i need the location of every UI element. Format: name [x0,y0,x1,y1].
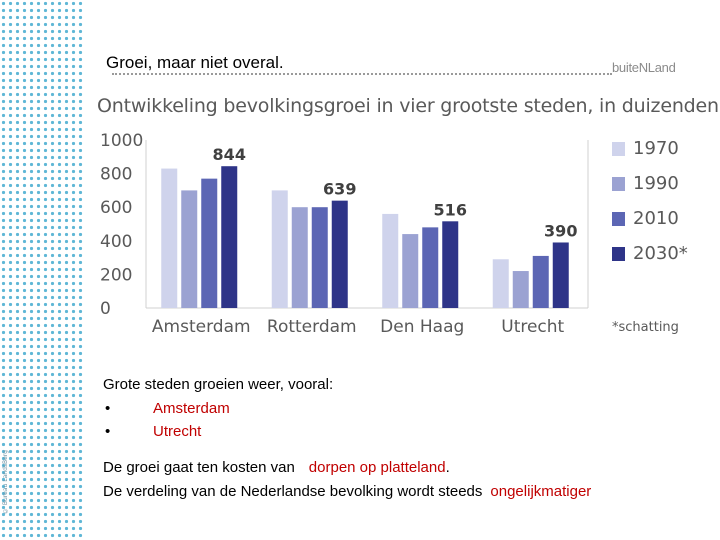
y-tick-label: 200 [100,265,132,285]
y-tick-label: 0 [100,299,111,319]
x-tick-label: Amsterdam [152,317,251,337]
legend-label-1970: 1970 [633,138,679,159]
body-text: Grote steden groeien weer, vooral: • Ams… [103,373,591,504]
legend-label-2030: 2030* [633,243,688,264]
data-label: 516 [434,200,467,219]
legend-item-1990: 1990 [612,166,688,201]
bar-1990-utrecht [512,271,529,308]
bar-1990-rotterdam [291,207,308,308]
legend-swatch-2010 [612,211,625,226]
data-label: 639 [323,180,356,199]
y-tick-label: 800 [100,165,132,185]
statement-text: De verdeling van de Nederlandse bevolkin… [103,483,483,500]
bar-1990-amsterdam [181,190,198,308]
chart-legend: 1970 1990 2010 2030* [612,131,688,271]
intro-line: Grote steden groeien weer, vooral: [103,376,334,393]
bar-2010-utrecht [532,255,549,308]
x-tick-label: Rotterdam [267,317,357,337]
bar-2030-utrecht [552,242,569,308]
statement-text: De groei gaat ten kosten van [103,459,295,476]
statement-highlight: ongelijkmatiger [490,483,592,500]
statement-line-1: De groei gaat ten kosten van dorpen op pl… [103,456,591,480]
chart-title: Ontwikkeling bevolkingsgroei in vier gro… [97,95,719,117]
bar-2030-rotterdam [331,200,348,308]
legend-swatch-2030 [612,246,625,261]
legend-item-1970: 1970 [612,131,688,166]
bullet-mark: • [105,423,111,440]
legend-label-2010: 2010 [633,208,679,229]
legend-item-2030: 2030* [612,236,688,271]
bar-2010-den-haag [422,227,439,308]
x-tick-label: Den Haag [380,317,464,337]
statement-line-2: De verdeling van de Nederlandse bevolkin… [103,480,591,504]
chart-footnote: *schatting [612,320,679,335]
bar-1970-utrecht [492,259,509,308]
bar-1970-rotterdam [271,190,288,308]
legend-item-2010: 2010 [612,201,688,236]
slide-title: Groei, maar niet overal. [106,53,284,72]
bar-1990-den-haag [402,234,419,308]
bar-1970-den-haag [382,213,399,308]
bullet-label: Amsterdam [153,400,230,417]
dotted-side-strip [0,0,84,540]
bullet-mark: • [105,400,111,417]
title-divider [112,73,612,75]
bullet-label: Utrecht [153,423,202,440]
legend-swatch-1970 [612,141,625,156]
statement-end: . [445,459,450,476]
y-tick-label: 600 [100,198,132,218]
data-label: 390 [544,221,577,240]
x-tick-label: Utrecht [501,317,564,337]
legend-swatch-1990 [612,176,625,191]
bullet-item-amsterdam: • Amsterdam [103,397,591,420]
bar-1970-amsterdam [161,168,178,308]
logo: buiteNLand [612,60,676,75]
legend-label-1990: 1990 [633,173,679,194]
bar-2030-amsterdam [221,166,238,308]
bar-2030-den-haag [442,221,459,308]
bar-2010-amsterdam [201,178,218,308]
statement-highlight: dorpen op platteland [308,459,446,476]
data-label: 844 [213,145,246,164]
y-tick-label: 400 [100,232,132,252]
bullet-item-utrecht: • Utrecht [103,420,591,443]
bar-2010-rotterdam [311,207,328,308]
y-tick-label: 1000 [100,131,143,151]
